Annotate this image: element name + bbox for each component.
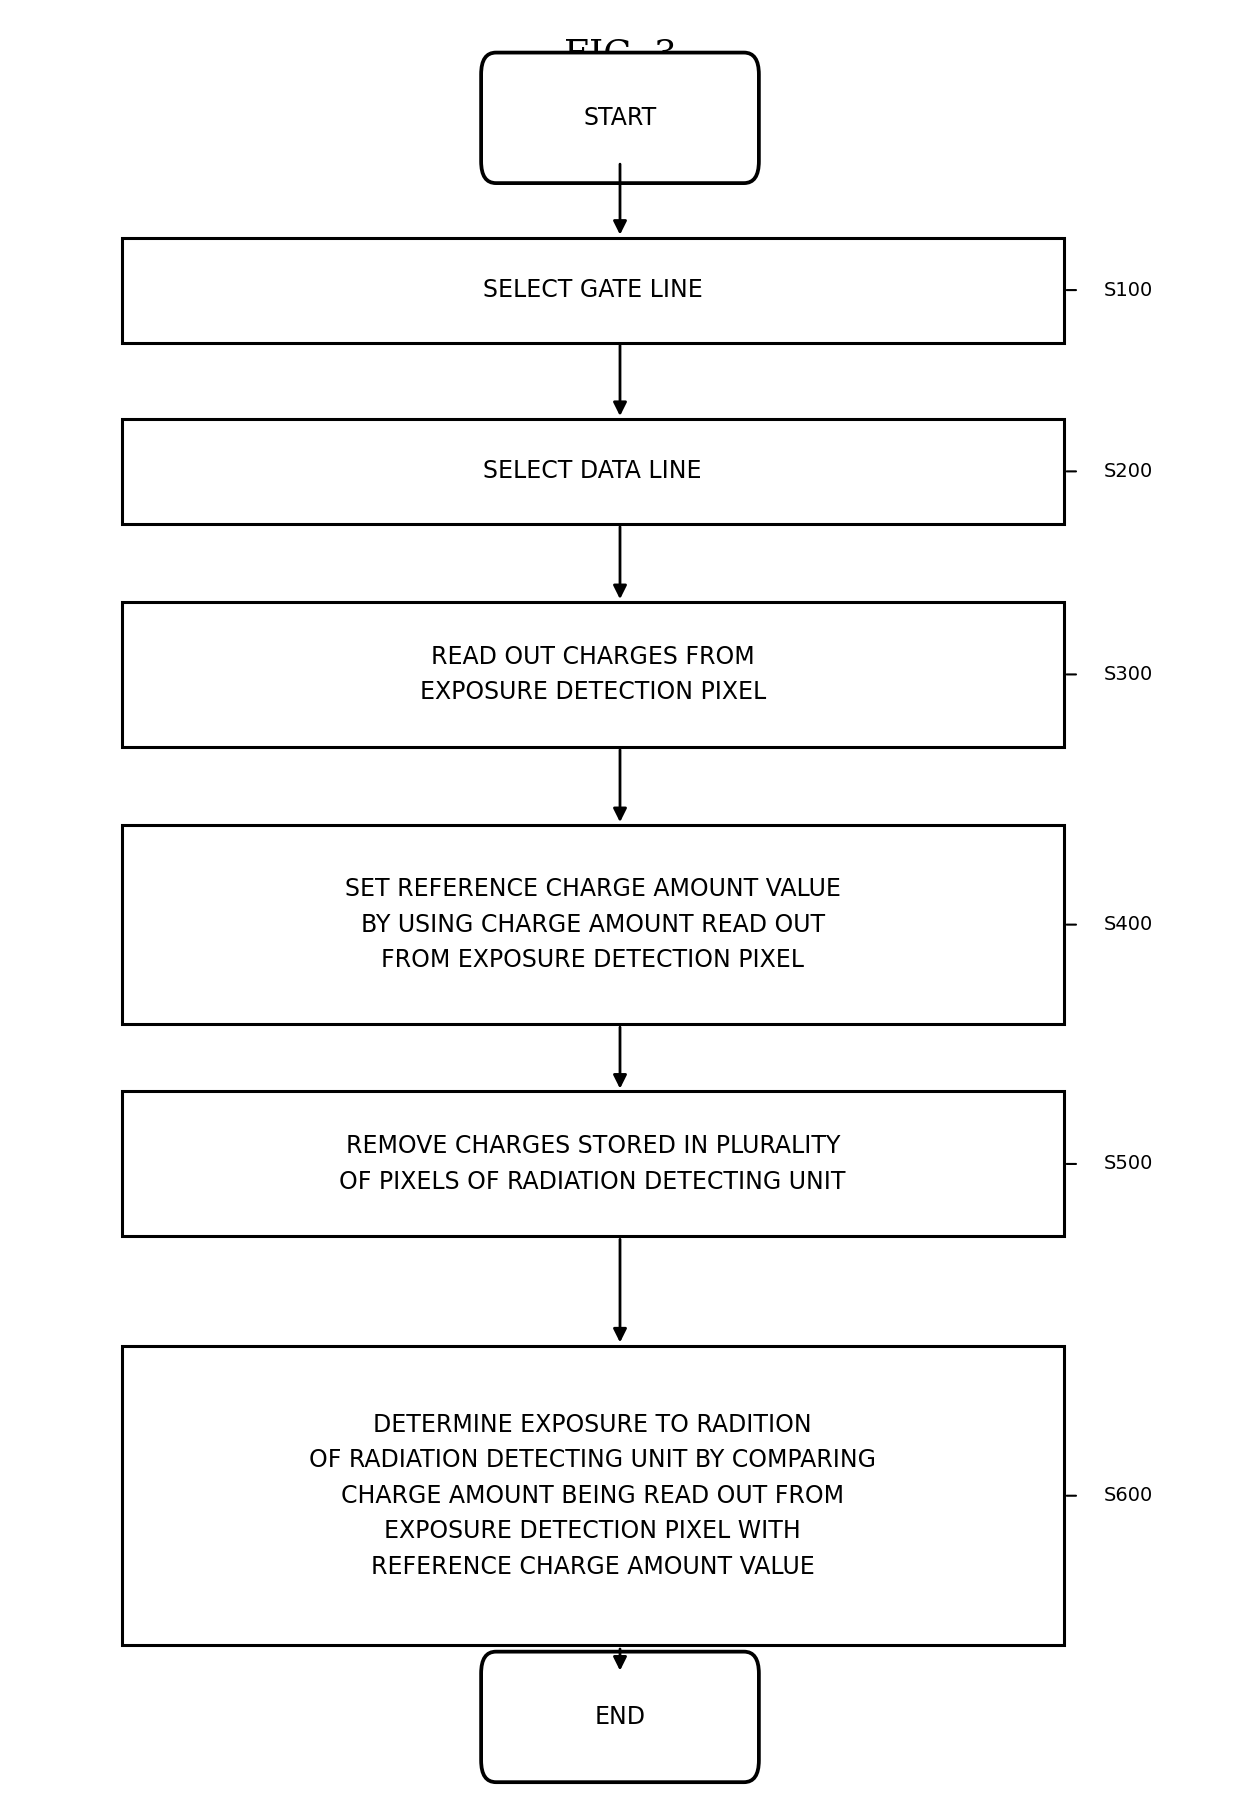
Text: FIG. 3: FIG. 3: [563, 38, 677, 71]
FancyBboxPatch shape: [122, 419, 1064, 524]
FancyBboxPatch shape: [481, 1652, 759, 1782]
FancyBboxPatch shape: [122, 238, 1064, 343]
FancyBboxPatch shape: [122, 1345, 1064, 1646]
FancyBboxPatch shape: [481, 53, 759, 183]
Text: SET REFERENCE CHARGE AMOUNT VALUE
BY USING CHARGE AMOUNT READ OUT
FROM EXPOSURE : SET REFERENCE CHARGE AMOUNT VALUE BY USI…: [345, 877, 841, 972]
Text: S400: S400: [1104, 916, 1153, 934]
Text: S500: S500: [1104, 1155, 1153, 1173]
Text: READ OUT CHARGES FROM
EXPOSURE DETECTION PIXEL: READ OUT CHARGES FROM EXPOSURE DETECTION…: [419, 645, 766, 703]
Text: S200: S200: [1104, 462, 1153, 480]
FancyBboxPatch shape: [122, 825, 1064, 1024]
Text: END: END: [594, 1704, 646, 1730]
Text: S600: S600: [1104, 1487, 1153, 1505]
Text: SELECT GATE LINE: SELECT GATE LINE: [482, 277, 703, 303]
Text: DETERMINE EXPOSURE TO RADITION
OF RADIATION DETECTING UNIT BY COMPARING
CHARGE A: DETERMINE EXPOSURE TO RADITION OF RADIAT…: [309, 1412, 877, 1579]
FancyBboxPatch shape: [122, 602, 1064, 747]
Text: S100: S100: [1104, 281, 1153, 299]
Text: S300: S300: [1104, 665, 1153, 684]
Text: START: START: [583, 105, 657, 131]
Text: REMOVE CHARGES STORED IN PLURALITY
OF PIXELS OF RADIATION DETECTING UNIT: REMOVE CHARGES STORED IN PLURALITY OF PI…: [340, 1135, 846, 1193]
FancyBboxPatch shape: [122, 1091, 1064, 1236]
Text: SELECT DATA LINE: SELECT DATA LINE: [484, 459, 702, 484]
